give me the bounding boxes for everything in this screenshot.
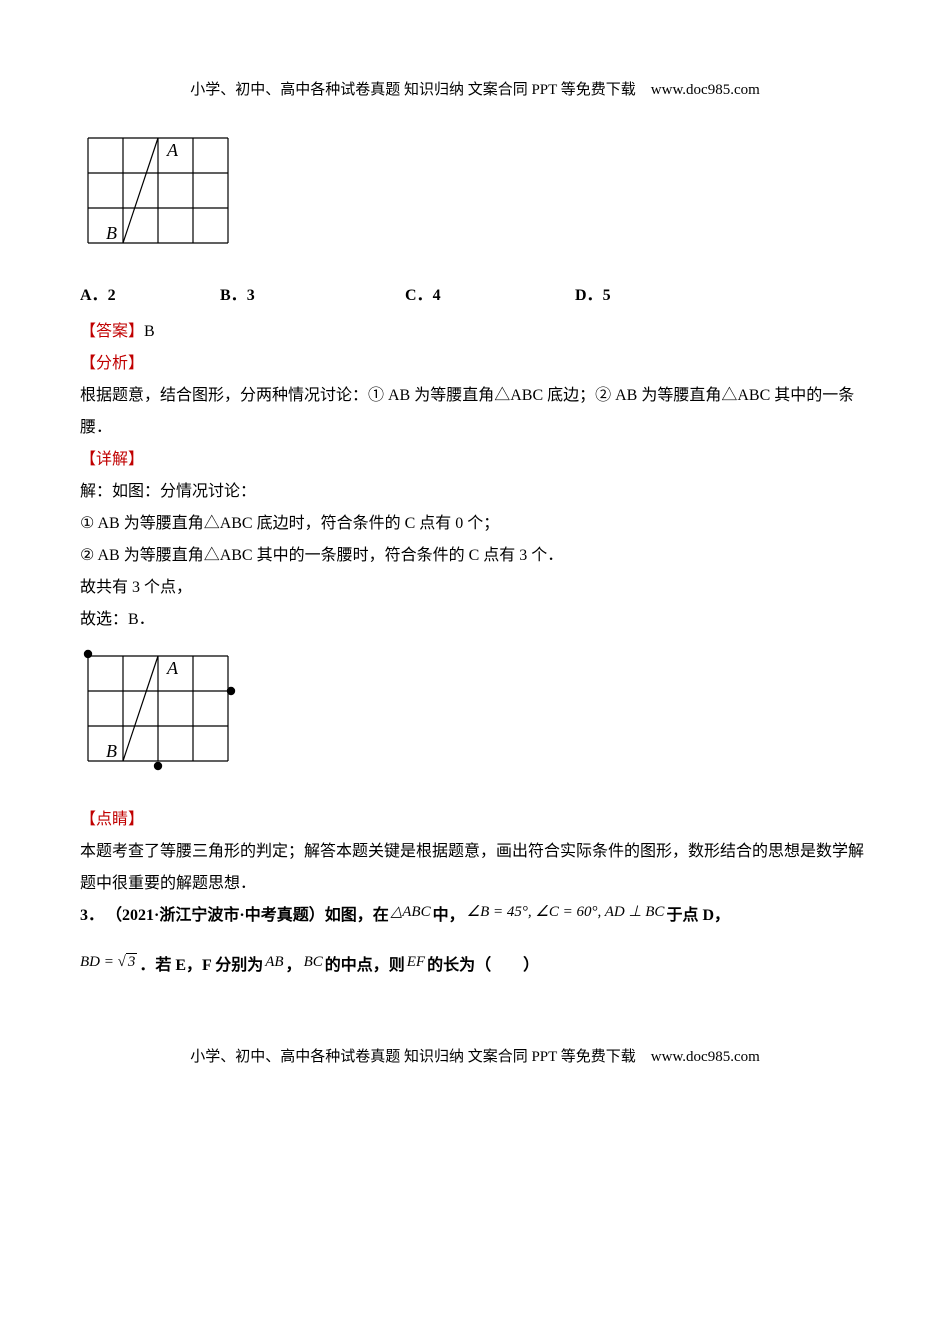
detail-label: 【详解】 (80, 444, 870, 476)
grid-figure-1: A B (80, 130, 870, 268)
page-header: 小学、初中、高中各种试卷真题 知识归纳 文案合同 PPT 等免费下载 www.d… (80, 75, 870, 105)
q3-formula-angles: ∠B = 45°, ∠C = 60°, AD ⊥ BC (467, 897, 665, 927)
svg-text:B: B (106, 223, 117, 243)
option-c: C．4 (405, 280, 575, 312)
q3-t5: 的长为（ ） (427, 950, 539, 982)
option-b: B．3 (220, 280, 405, 312)
analysis-label: 【分析】 (80, 348, 870, 380)
svg-text:B: B (106, 741, 117, 761)
grid-figure-2: A B (80, 646, 870, 792)
q3-v1: AB (265, 947, 283, 977)
option-d: D．5 (575, 280, 611, 312)
detail-l1: 解：如图：分情况讨论： (80, 476, 870, 508)
options-row: A．2 B．3 C．4 D．5 (80, 280, 870, 312)
review-label: 【点睛】 (80, 804, 870, 836)
detail-l3: ② AB 为等腰直角△ABC 其中的一条腰时，符合条件的 C 点有 3 个． (80, 540, 870, 572)
q3-v2: BC (304, 947, 323, 977)
page-footer: 小学、初中、高中各种试卷真题 知识归纳 文案合同 PPT 等免费下载 www.d… (80, 1042, 870, 1072)
option-a: A．2 (80, 280, 220, 312)
q3-t1: 中， (433, 900, 465, 932)
q3-formula-bd: BD = √3 (80, 947, 137, 977)
q3-line2: BD = √3 ．若 E，F 分别为 AB ， BC 的中点，则 EF 的长为（… (80, 950, 870, 982)
q3-num: 3． (80, 900, 104, 932)
answer-label: 【答案】 (80, 323, 144, 340)
answer-value: B (144, 323, 155, 340)
svg-text:A: A (166, 140, 179, 160)
answer-line: 【答案】B (80, 316, 870, 348)
q3-t4: 的中点，则 (325, 950, 405, 982)
q3-t3: ．若 E，F 分别为 (139, 950, 263, 982)
analysis-text: 根据题意，结合图形，分两种情况讨论：① AB 为等腰直角△ABC 底边；② AB… (80, 380, 870, 444)
q3-v3: EF (407, 947, 425, 977)
q3-line1: 3． （2021·浙江宁波市·中考真题）如图，在 △ABC 中， ∠B = 45… (80, 900, 870, 932)
svg-text:A: A (166, 658, 179, 678)
review-text: 本题考查了等腰三角形的判定；解答本题关键是根据题意，画出符合实际条件的图形，数形… (80, 836, 870, 900)
detail-l2: ① AB 为等腰直角△ABC 底边时，符合条件的 C 点有 0 个； (80, 508, 870, 540)
detail-l5: 故选：B． (80, 604, 870, 636)
q3-formula-abc: △ABC (391, 897, 431, 927)
detail-l4: 故共有 3 个点， (80, 572, 870, 604)
q3-t2: 于点 D， (666, 900, 730, 932)
q3-c1: ， (286, 950, 302, 982)
q3-src: （2021·浙江宁波市·中考真题）如图，在 (106, 900, 389, 932)
